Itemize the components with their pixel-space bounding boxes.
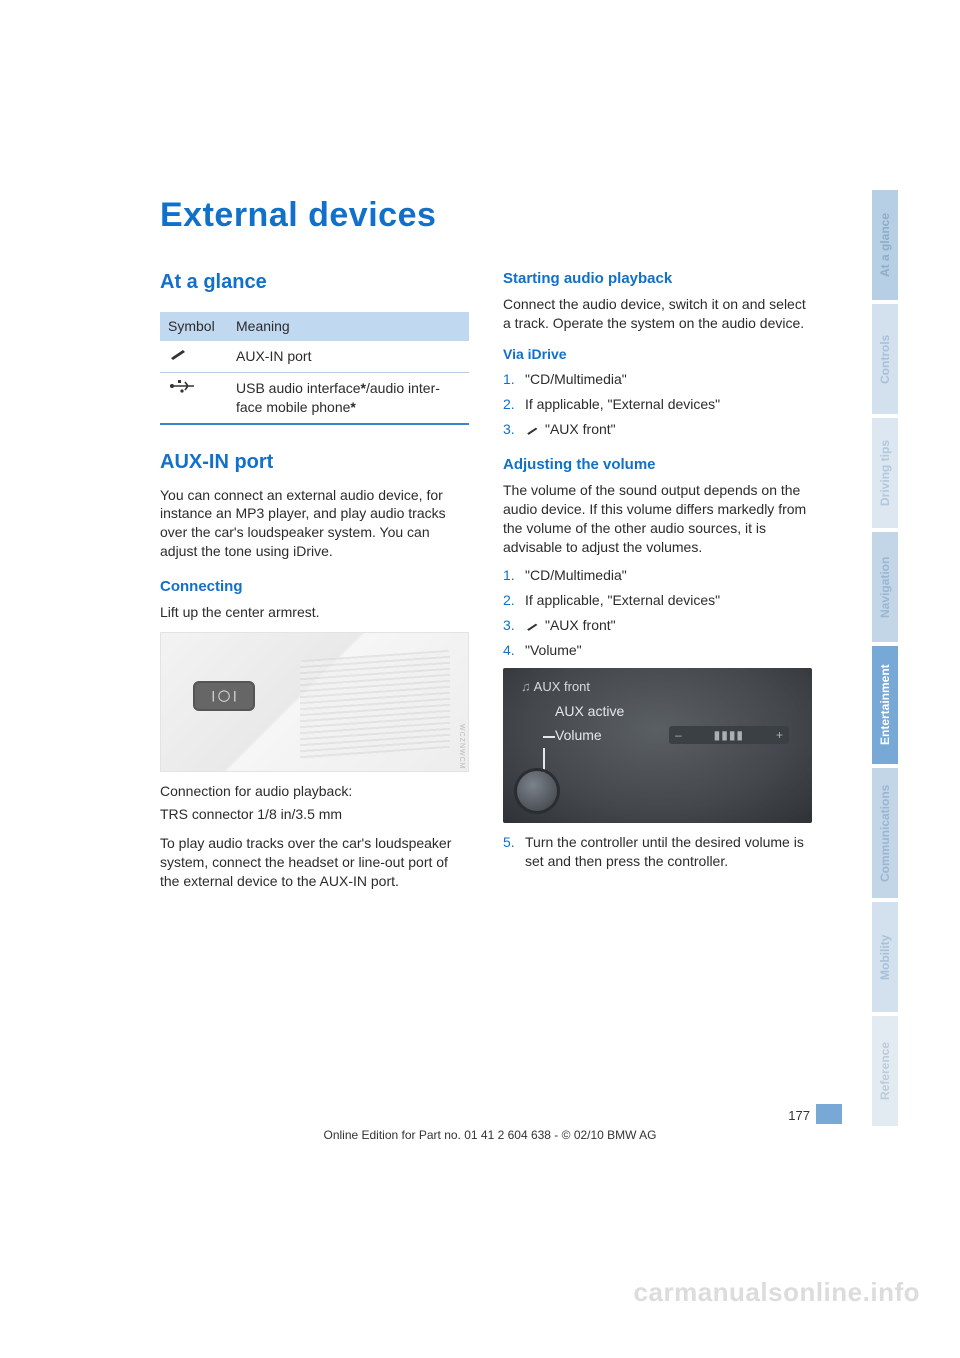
step-number: 3. xyxy=(503,420,525,439)
armrest-figure: | ◯ | WCZNWCM xyxy=(160,632,469,772)
figure-tag: WCZNWCM xyxy=(457,724,466,770)
side-tab[interactable]: Communications xyxy=(872,768,898,898)
step-text: If applicable, "External devices" xyxy=(525,395,812,414)
plus-icon: + xyxy=(776,727,783,743)
starting-heading: Starting audio playback xyxy=(503,269,812,289)
side-tab[interactable]: Navigation xyxy=(872,532,898,642)
connecting-text: Lift up the center armrest. xyxy=(160,603,469,622)
step-number: 2. xyxy=(503,395,525,414)
step-text: Turn the controller until the desired vo… xyxy=(525,833,812,871)
aux-intro-text: You can connect an external audio device… xyxy=(160,486,469,562)
usb-icon xyxy=(160,372,228,423)
aux-meaning: AUX-IN port xyxy=(228,341,469,372)
symbol-table: Symbol Meaning AUX-IN port xyxy=(160,312,469,425)
adjust-volume-heading: Adjusting the volume xyxy=(503,455,812,475)
idrive-knob xyxy=(517,771,557,811)
aux-icon xyxy=(160,341,228,372)
table-header-meaning: Meaning xyxy=(228,312,469,341)
table-row: USB audio interface * /audio inter- face m… xyxy=(160,372,469,423)
list-item: 1."CD/Multimedia" xyxy=(503,566,812,585)
table-row: AUX-IN port xyxy=(160,341,469,372)
step-number: 4. xyxy=(503,641,525,660)
idrive-screenshot: ♫ AUX front AUX active Volume – ▮▮▮▮ + xyxy=(503,668,812,823)
side-tab[interactable]: Controls xyxy=(872,304,898,414)
usb-meaning-prefix: USB audio interface xyxy=(236,380,361,396)
side-tab[interactable]: Mobility xyxy=(872,902,898,1012)
side-tab[interactable]: Driving tips xyxy=(872,418,898,528)
right-column: Starting audio playback Connect the audi… xyxy=(503,269,812,901)
via-idrive-steps: 1."CD/Multimedia" 2.If applicable, "Exte… xyxy=(503,370,812,439)
fig1-caption-2: TRS connector 1/8 in/3.5 mm xyxy=(160,805,469,824)
step-number: 2. xyxy=(503,591,525,610)
armrest-texture xyxy=(300,650,450,760)
adjust-volume-text: The volume of the sound output depends o… xyxy=(503,481,812,557)
step-text: "AUX front" xyxy=(525,616,812,635)
aux-in-port-heading: AUX-IN port xyxy=(160,449,469,476)
idrive-aux-active: AUX active xyxy=(555,702,624,721)
step-text: "Volume" xyxy=(525,641,812,660)
via-idrive-heading: Via iDrive xyxy=(503,345,812,364)
idrive-header-text: AUX front xyxy=(534,679,590,694)
minus-icon: – xyxy=(675,727,682,743)
step-number: 1. xyxy=(503,566,525,585)
list-item: 4."Volume" xyxy=(503,641,812,660)
side-tab[interactable]: At a glance xyxy=(872,190,898,300)
adjust-volume-step5: 5.Turn the controller until the desired … xyxy=(503,833,812,871)
aux-play-text: To play audio tracks over the car's loud… xyxy=(160,834,469,891)
step-text: "CD/Multimedia" xyxy=(525,566,812,585)
list-item: 5.Turn the controller until the desired … xyxy=(503,833,812,871)
step-text: "AUX front" xyxy=(525,420,812,439)
list-item: 3. "AUX front" xyxy=(503,616,812,635)
step-text: If applicable, "External devices" xyxy=(525,591,812,610)
aux-socket-graphic: | ◯ | xyxy=(193,681,255,711)
idrive-volume-bar: – ▮▮▮▮ + xyxy=(669,726,789,744)
list-item: 2.If applicable, "External devices" xyxy=(503,395,812,414)
list-item: 2.If applicable, "External devices" xyxy=(503,591,812,610)
callout-line xyxy=(543,736,555,738)
at-a-glance-heading: At a glance xyxy=(160,269,469,296)
table-header-row: Symbol Meaning xyxy=(160,312,469,341)
volume-bars: ▮▮▮▮ xyxy=(714,727,744,743)
manual-page: External devices At a glance Symbol Mean… xyxy=(0,0,960,1358)
footer-line: Online Edition for Part no. 01 41 2 604 … xyxy=(160,1128,820,1142)
aux-icon xyxy=(525,421,545,437)
page-number-bar xyxy=(816,1104,842,1124)
side-tab[interactable]: Entertainment xyxy=(872,646,898,764)
usb-meaning: USB audio interface * /audio inter- face m… xyxy=(228,372,469,423)
starting-text: Connect the audio device, switch it on a… xyxy=(503,295,812,333)
idrive-volume-label: Volume xyxy=(555,726,602,745)
left-column: At a glance Symbol Meaning AU xyxy=(160,269,469,901)
step-number: 1. xyxy=(503,370,525,389)
page-title: External devices xyxy=(160,196,813,235)
idrive-header: ♫ AUX front xyxy=(521,678,590,696)
usb-meaning-line2: face mobile phone xyxy=(236,399,350,415)
watermark: carmanualsonline.info xyxy=(634,1277,920,1308)
two-column-layout: At a glance Symbol Meaning AU xyxy=(160,269,813,901)
fig1-caption-1: Connection for audio playback: xyxy=(160,782,469,801)
step-label: "AUX front" xyxy=(545,421,616,437)
step-text: "CD/Multimedia" xyxy=(525,370,812,389)
page-number: 177 xyxy=(788,1108,810,1123)
side-tab[interactable]: Reference xyxy=(872,1016,898,1126)
step-label: "AUX front" xyxy=(545,617,616,633)
aux-icon xyxy=(525,617,545,633)
list-item: 3. "AUX front" xyxy=(503,420,812,439)
asterisk-icon: * xyxy=(350,399,355,415)
step-number: 5. xyxy=(503,833,525,871)
table-header-symbol: Symbol xyxy=(160,312,228,341)
list-item: 1."CD/Multimedia" xyxy=(503,370,812,389)
usb-meaning-mid: /audio inter- xyxy=(366,380,440,396)
adjust-volume-steps: 1."CD/Multimedia" 2.If applicable, "Exte… xyxy=(503,566,812,660)
connecting-heading: Connecting xyxy=(160,577,469,597)
page-content: External devices At a glance Symbol Mean… xyxy=(160,196,813,901)
step-number: 3. xyxy=(503,616,525,635)
